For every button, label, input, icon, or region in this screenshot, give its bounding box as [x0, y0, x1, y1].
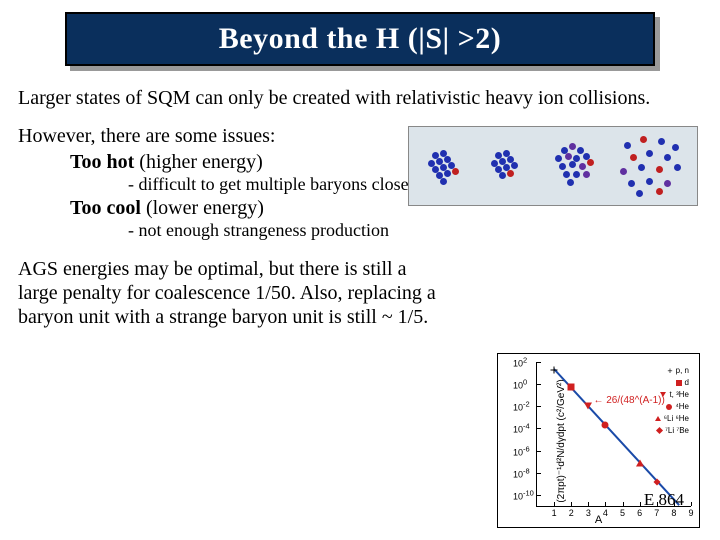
experiment-label: E 864	[644, 490, 684, 510]
collision-merged	[547, 139, 601, 193]
nucleus-left	[422, 144, 466, 188]
too-cool-label: Too cool	[70, 197, 141, 219]
too-hot-label: Too hot	[70, 151, 134, 173]
collision-diagram	[408, 126, 698, 206]
title-banner: Beyond the H (|S| >2)	[65, 12, 655, 66]
nucleus-right	[485, 144, 529, 188]
body-content: Larger states of SQM can only be created…	[18, 86, 702, 329]
too-hot-paren: (higher energy)	[134, 151, 262, 173]
too-cool-detail: - not enough strangeness production	[128, 220, 702, 242]
chart-x-axis-label: A	[595, 514, 602, 526]
chart-plot-area: 10210010-210-410-610-810-10123456789← 26…	[536, 362, 691, 507]
page-title: Beyond the H (|S| >2)	[219, 22, 502, 56]
paragraph-1: Larger states of SQM can only be created…	[18, 86, 658, 110]
too-cool-paren: (lower energy)	[141, 197, 264, 219]
title-front: Beyond the H (|S| >2)	[65, 12, 655, 66]
explosion	[620, 134, 684, 198]
paragraph-3: AGS energies may be optimal, but there i…	[18, 257, 438, 329]
